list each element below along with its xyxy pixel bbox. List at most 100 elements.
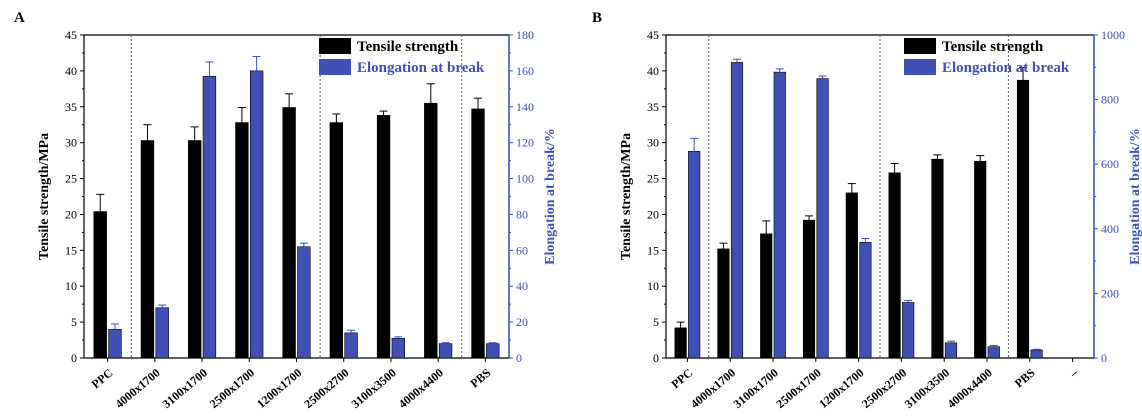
panel-b-y2label: Elongation at break/% xyxy=(1128,128,1142,265)
panel-a-tensile-bar xyxy=(471,108,485,359)
panel-b-elongation-bar xyxy=(730,62,744,359)
panel-a-xtick-label: 3100x3500 xyxy=(349,366,399,411)
panel-a-elongation-bar xyxy=(108,328,122,359)
panel-label-b: B xyxy=(592,10,602,26)
panel-b-tensile-bar xyxy=(760,233,773,359)
panel-a-tensile-bar xyxy=(235,122,249,359)
panel-b-xtick-label: 3100x3500 xyxy=(902,366,952,411)
panel-a-y2tick-label: 0 xyxy=(516,351,522,365)
panel-b-ytick-label: 35 xyxy=(647,100,659,114)
panel-a-elongation-bar xyxy=(344,332,358,359)
panel-label-a: A xyxy=(14,10,25,26)
panel-a-tensile-bar xyxy=(329,122,344,359)
panel-b-y2tick-label: 400 xyxy=(1101,222,1119,236)
panel-a-legend-swatch-elongation xyxy=(319,59,351,75)
panel-a-y2tick-label: 120 xyxy=(516,136,534,150)
panel-b-ytick-label: 25 xyxy=(647,172,659,186)
panel-a-y2tick-label: 80 xyxy=(516,207,528,221)
panel-a-y2tick-label: 40 xyxy=(516,279,528,293)
panel-a-ytick-label: 35 xyxy=(65,100,77,114)
panel-b-elongation-bar xyxy=(944,342,958,359)
panel-a-tensile-bar xyxy=(140,140,155,359)
panel-b-ytick-label: 0 xyxy=(653,351,659,365)
panel-b-y2tick-label: 0 xyxy=(1101,351,1107,365)
panel-b-tensile-bar xyxy=(888,172,901,359)
panel-a-y2tick-label: 60 xyxy=(516,243,528,257)
panel-a-y2label: Elongation at break/% xyxy=(543,128,558,265)
panel-a-tensile-bar xyxy=(376,115,391,359)
panel-b-tensile-bar xyxy=(1016,79,1030,359)
panel-a-xtick-label: 4000x4400 xyxy=(396,366,446,411)
panel-b-ytick-label: 45 xyxy=(647,28,659,42)
panel-b-ytick-label: 20 xyxy=(647,207,659,221)
panel-b-elongation-bar xyxy=(1030,349,1043,359)
panel-a-tensile-bar xyxy=(93,211,107,359)
panel-b-xtick-label: 2500x2700 xyxy=(859,366,909,411)
panel-b-ytick-label: 5 xyxy=(653,315,659,329)
panel-a-ytick-label: 5 xyxy=(71,315,77,329)
panel-a-legend-tensile: Tensile strength xyxy=(357,39,459,55)
panel-b-y2tick-label: 1000 xyxy=(1101,28,1125,42)
panel-b-legend-tensile: Tensile strength xyxy=(942,39,1044,55)
panel-b-tensile-bar xyxy=(674,327,687,359)
panel-b-ylabel: Tensile strength/MPa xyxy=(619,133,634,260)
panel-a-legend-swatch-tensile xyxy=(319,38,351,54)
panel-b-elongation-bar xyxy=(859,242,872,359)
panel-a-elongation-bar xyxy=(202,75,217,359)
panel-a-ylabel: Tensile strength/MPa xyxy=(37,133,52,260)
panel-a-xtick-label: PPC xyxy=(89,366,116,392)
panel-a-elongation-bar xyxy=(155,307,169,359)
panel-a-tensile-bar xyxy=(188,140,202,359)
panel-a-xtick-label: 2500x2700 xyxy=(301,366,351,411)
panel-a-chart: 0 5 10 15 20 25 30 35 40 45 0 20 40 60 80 100 120 140 160 1… xyxy=(37,28,558,411)
panel-a-ytick-label: 15 xyxy=(65,243,77,257)
panel-a-elongation-bar xyxy=(486,343,500,359)
panel-a-elongation-bar xyxy=(391,337,405,359)
panel-b-ytick-label: 15 xyxy=(647,243,659,257)
panel-a-elongation-bar xyxy=(297,246,311,359)
panel-a-elongation-bar xyxy=(249,70,264,359)
panel-b-xtick-label: PBS xyxy=(1012,365,1038,390)
panel-a-y2tick-label: 180 xyxy=(516,28,534,42)
panel-b-chart: 0 5 10 15 20 25 30 35 40 45 0 200 400 600 800 1000 Tensi… xyxy=(619,28,1142,411)
panel-b-xtick-label: 4000x1700 xyxy=(688,366,738,411)
panel-b-xtick-label: 2500x1700 xyxy=(773,366,823,411)
panel-b-y2tick-label: 600 xyxy=(1101,157,1119,171)
panel-b-xtick-label: 3100x1700 xyxy=(731,366,781,411)
panel-b-tensile-bar xyxy=(845,192,858,359)
panel-a-xtick-label: 2500x1700 xyxy=(207,366,257,411)
panel-b-tensile-bar xyxy=(931,158,944,359)
panel-a-y2tick-label: 100 xyxy=(516,172,534,186)
panel-a-xtick-label: 1200x1700 xyxy=(254,366,304,411)
panel-a-ytick-label: 20 xyxy=(65,207,77,221)
panel-b-elongation-bar xyxy=(987,346,1000,359)
panel-a-elongation-bar xyxy=(438,343,453,359)
panel-a-xtick-label: 4000x1700 xyxy=(112,366,162,411)
panel-b-ytick-label: 10 xyxy=(647,279,659,293)
panel-a-xtick-label: 3100x1700 xyxy=(160,366,210,411)
panel-a-ytick-label: 30 xyxy=(65,136,77,150)
panel-b-y2tick-label: 800 xyxy=(1101,93,1119,107)
panel-a-y2tick-label: 20 xyxy=(516,315,528,329)
panel-b-elongation-bar xyxy=(773,71,786,359)
panel-a-tensile-bar xyxy=(424,102,438,359)
panel-b-tensile-bar xyxy=(802,219,816,359)
panel-a-xtick-label: PBS xyxy=(467,365,493,390)
panel-b-xtick-label: PPC xyxy=(668,366,695,392)
panel-a-ytick-label: 45 xyxy=(65,28,77,42)
panel-b-elongation-bar xyxy=(816,78,829,359)
panel-a-ytick-label: 0 xyxy=(71,351,77,365)
panel-b-ytick-label: 30 xyxy=(647,136,659,150)
panel-a-y2tick-label: 140 xyxy=(516,100,534,114)
panel-a-ytick-label: 40 xyxy=(65,64,77,78)
panel-b-elongation-bar xyxy=(688,150,701,359)
panel-b-xtick-label: 1200x1700 xyxy=(816,366,866,411)
panel-b-elongation-bar xyxy=(902,302,915,359)
panel-b-y2tick-label: 200 xyxy=(1101,286,1119,300)
panel-a-ytick-label: 25 xyxy=(65,172,77,186)
panel-b-legend-swatch-tensile xyxy=(904,38,936,54)
panel-b-legend-elongation: Elongation at break xyxy=(942,60,1070,76)
panel-a-legend-elongation: Elongation at break xyxy=(357,60,485,76)
panel-b-xtick-label: – xyxy=(1066,365,1081,381)
panel-b-ytick-label: 40 xyxy=(647,64,659,78)
